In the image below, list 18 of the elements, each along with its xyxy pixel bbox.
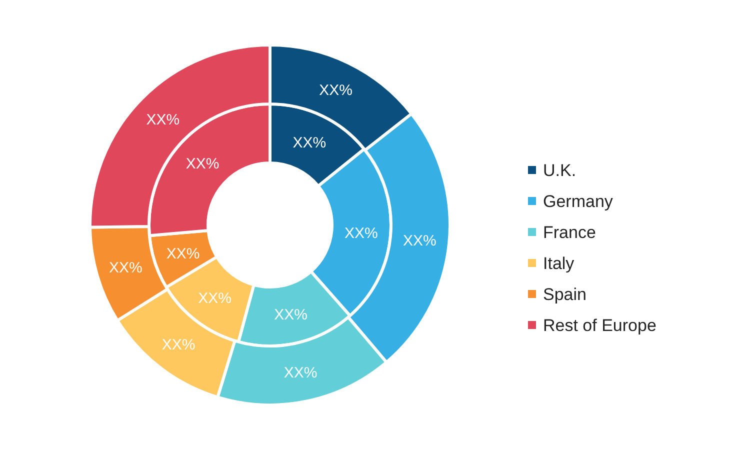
data-label: XX% bbox=[284, 364, 318, 382]
data-label: XX% bbox=[198, 290, 232, 308]
data-label: XX% bbox=[344, 225, 378, 242]
data-label: XX% bbox=[146, 112, 180, 128]
data-label: XX% bbox=[319, 82, 352, 99]
legend-label: Italy bbox=[543, 254, 575, 273]
data-label: XX% bbox=[162, 336, 196, 354]
data-label: XX% bbox=[108, 260, 142, 277]
legend-label: U.K. bbox=[543, 160, 576, 180]
data-label: XX% bbox=[186, 155, 220, 172]
data-label: XX% bbox=[292, 134, 326, 152]
data-label: XX% bbox=[274, 306, 308, 324]
data-label: XX% bbox=[403, 232, 436, 250]
data-label: XX% bbox=[166, 246, 200, 263]
legend-label: Spain bbox=[543, 284, 586, 304]
legend-label: Germany bbox=[543, 192, 614, 211]
legend-label: Rest of Europe bbox=[543, 316, 656, 335]
legend-label: France bbox=[543, 222, 596, 242]
